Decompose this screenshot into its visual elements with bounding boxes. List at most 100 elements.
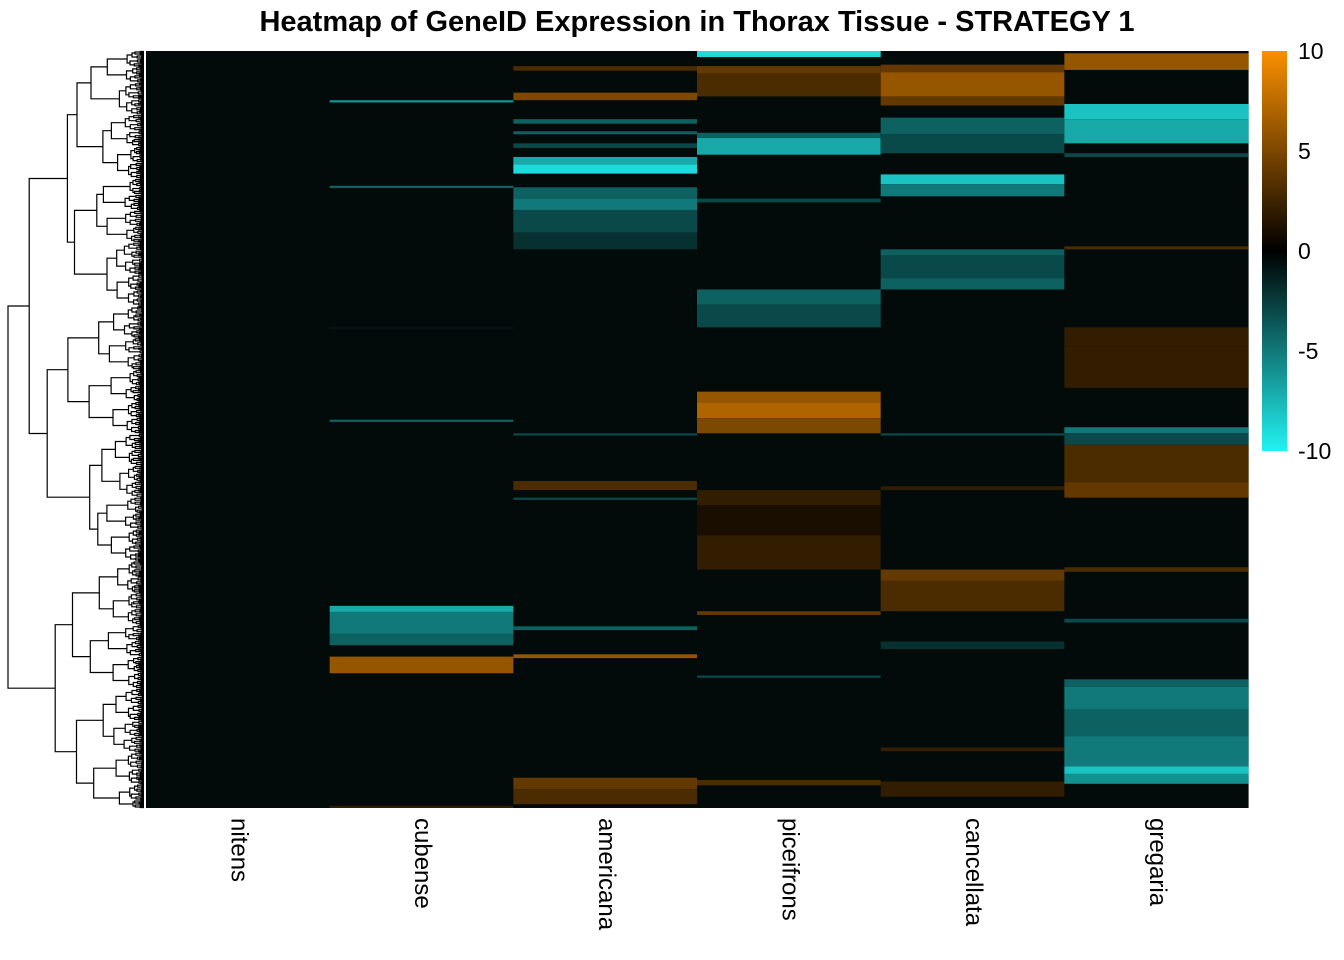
heatmap-band-gregaria-13 bbox=[1064, 679, 1249, 687]
column-label-piceifrons: piceifrons bbox=[776, 818, 803, 921]
heatmap-band-gregaria-11 bbox=[1064, 567, 1249, 572]
colorbar-tick-label: -5 bbox=[1298, 338, 1318, 364]
heatmap-band-cancellata-5 bbox=[880, 174, 1065, 185]
dendrogram-branches bbox=[7, 50, 144, 809]
heatmap-band-gregaria-16 bbox=[1064, 736, 1249, 767]
heatmap-band-americana-15 bbox=[513, 654, 698, 659]
heatmap-band-gregaria-8 bbox=[1064, 433, 1249, 445]
heatmap-band-gregaria-15 bbox=[1064, 709, 1249, 737]
heatmap-band-americana-8 bbox=[513, 198, 698, 210]
heatmap-band-gregaria-14 bbox=[1064, 686, 1249, 710]
heatmap-band-cubense-8 bbox=[329, 805, 514, 808]
heatmap-band-cancellata-0 bbox=[880, 64, 1065, 73]
colorbar-tick-label: 10 bbox=[1298, 38, 1324, 64]
heatmap-band-piceifrons-7 bbox=[697, 304, 882, 328]
heatmap-band-cancellata-10 bbox=[880, 433, 1065, 436]
heatmap-column-cubense bbox=[329, 51, 514, 808]
heatmap-band-cancellata-14 bbox=[880, 641, 1065, 650]
heatmap-band-gregaria-6 bbox=[1064, 346, 1249, 388]
heatmap-band-cancellata-4 bbox=[880, 134, 1065, 154]
heatmap-band-americana-14 bbox=[513, 626, 698, 631]
heatmap-band-gregaria-17 bbox=[1064, 766, 1249, 774]
heatmap-band-gregaria-12 bbox=[1064, 618, 1249, 623]
heatmap-cells bbox=[146, 51, 1249, 808]
heatmap-band-piceifrons-9 bbox=[697, 403, 882, 419]
heatmap-band-gregaria-18 bbox=[1064, 773, 1249, 784]
heatmap-band-piceifrons-2 bbox=[697, 73, 882, 97]
heatmap-band-cancellata-1 bbox=[880, 72, 1065, 97]
heatmap-band-cubense-3 bbox=[329, 419, 514, 422]
heatmap-band-americana-12 bbox=[513, 480, 698, 491]
heatmap-band-cancellata-9 bbox=[880, 278, 1065, 290]
heatmap-band-americana-1 bbox=[513, 92, 698, 101]
heatmap-band-cancellata-7 bbox=[880, 249, 1065, 256]
column-label-americana: americana bbox=[593, 818, 620, 931]
heatmap-band-cubense-6 bbox=[329, 633, 514, 646]
column-label-cancellata: cancellata bbox=[960, 818, 987, 927]
heatmap-band-gregaria-4 bbox=[1064, 246, 1249, 250]
heatmap-band-cancellata-16 bbox=[880, 781, 1065, 797]
heatmap-band-cubense-7 bbox=[329, 656, 514, 674]
column-label-nitens: nitens bbox=[225, 818, 252, 882]
heatmap-band-americana-4 bbox=[513, 143, 698, 148]
heatmap-band-gregaria-0 bbox=[1064, 53, 1249, 70]
heatmap-band-piceifrons-13 bbox=[697, 535, 882, 570]
heatmap-band-piceifrons-15 bbox=[697, 675, 882, 678]
heatmap-band-cancellata-8 bbox=[880, 255, 1065, 279]
column-label-cubense: cubense bbox=[409, 818, 436, 909]
heatmap-band-cancellata-6 bbox=[880, 184, 1065, 197]
heatmap-band-piceifrons-11 bbox=[697, 490, 882, 506]
column-labels: nitens cubense americana piceifrons cancella… bbox=[225, 818, 1170, 931]
heatmap-band-gregaria-3 bbox=[1064, 153, 1249, 157]
heatmap-band-gregaria-2 bbox=[1064, 119, 1249, 144]
heatmap-band-gregaria-7 bbox=[1064, 427, 1249, 434]
heatmap-band-cubense-5 bbox=[329, 611, 514, 634]
heatmap-band-cubense-2 bbox=[329, 327, 514, 329]
heatmap-band-cancellata-12 bbox=[880, 569, 1065, 581]
heatmap-band-americana-2 bbox=[513, 119, 698, 124]
heatmap-band-piceifrons-4 bbox=[697, 138, 882, 155]
colorbar-tick-label: -10 bbox=[1298, 438, 1331, 464]
heatmap-band-gregaria-1 bbox=[1064, 103, 1249, 120]
heatmap-band-americana-3 bbox=[513, 131, 698, 135]
heatmap-band-americana-7 bbox=[513, 187, 698, 199]
heatmap-column-nitens bbox=[146, 51, 331, 808]
heatmap-band-cubense-0 bbox=[329, 100, 514, 103]
row-dendrogram bbox=[7, 50, 144, 809]
heatmap-band-americana-10 bbox=[513, 232, 698, 250]
heatmap-band-cancellata-13 bbox=[880, 580, 1065, 612]
heatmap-band-cancellata-2 bbox=[880, 96, 1065, 106]
color-legend: 10 5 0 -5 -10 bbox=[1262, 38, 1331, 464]
heatmap-band-piceifrons-14 bbox=[697, 611, 882, 615]
heatmap-column-americana bbox=[513, 51, 698, 808]
column-label-gregaria: gregaria bbox=[1144, 818, 1171, 907]
heatmap-band-piceifrons-3 bbox=[697, 132, 882, 139]
colorbar-tick-label: 5 bbox=[1298, 138, 1311, 164]
heatmap-band-americana-6 bbox=[513, 164, 698, 174]
heatmap-band-piceifrons-16 bbox=[697, 779, 882, 786]
heatmap-band-americana-11 bbox=[513, 433, 698, 436]
heatmap-band-piceifrons-6 bbox=[697, 289, 882, 305]
heatmap-band-gregaria-5 bbox=[1064, 327, 1249, 347]
heatmap-column-cancellata bbox=[880, 51, 1065, 808]
heatmap-band-cancellata-11 bbox=[880, 486, 1065, 491]
heatmap-band-americana-16 bbox=[513, 777, 698, 790]
heatmap-band-cubense-1 bbox=[329, 185, 514, 189]
heatmap-band-americana-0 bbox=[513, 66, 698, 71]
heatmap-band-americana-17 bbox=[513, 789, 698, 805]
chart-title: Heatmap of GeneID Expression in Thorax T… bbox=[259, 6, 1135, 38]
heatmap-band-piceifrons-0 bbox=[697, 51, 882, 58]
heatmap-band-cancellata-15 bbox=[880, 747, 1065, 752]
heatmap-band-gregaria-9 bbox=[1064, 444, 1249, 483]
heatmap-band-americana-9 bbox=[513, 209, 698, 233]
heatmap-band-gregaria-10 bbox=[1064, 482, 1249, 498]
colorbar-tick-label: 0 bbox=[1298, 238, 1311, 264]
heatmap-band-cancellata-3 bbox=[880, 117, 1065, 135]
heatmap-band-piceifrons-1 bbox=[697, 66, 882, 74]
heatmap-band-piceifrons-12 bbox=[697, 505, 882, 536]
heatmap-band-americana-5 bbox=[513, 156, 698, 165]
heatmap-band-piceifrons-5 bbox=[697, 198, 882, 203]
heatmap-band-piceifrons-8 bbox=[697, 391, 882, 404]
heatmap-band-piceifrons-10 bbox=[697, 418, 882, 434]
